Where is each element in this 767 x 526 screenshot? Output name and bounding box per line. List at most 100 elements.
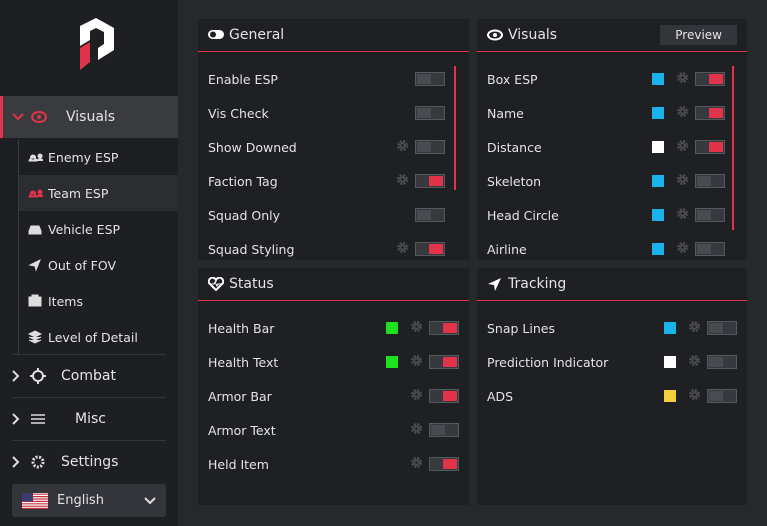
option-label: Health Bar [208,320,275,336]
toggle-thumb [417,74,431,84]
icon [28,153,43,162]
option-row: Snap Lines [477,311,737,345]
submenu-item[interactable]: Out of FOV [18,247,178,283]
panel: Visuals Preview Box ESP Name Distance Skeleto… [477,19,747,260]
chevron [144,496,156,504]
settings-gear[interactable] [676,71,689,87]
menu-visuals[interactable]: Visuals [0,96,178,138]
toggle[interactable] [707,321,737,335]
color-swatch[interactable] [664,390,676,402]
menu-label: Settings [61,454,119,470]
submenu-item[interactable]: Team ESP [18,175,178,211]
color-swatch[interactable] [652,175,664,187]
settings-gear[interactable] [396,241,409,257]
icon [12,413,45,425]
option-row: Armor Text [198,413,459,447]
color-swatch[interactable] [652,141,664,153]
toggle[interactable] [429,457,459,471]
option-label: Squad Styling [208,241,295,257]
color-swatch[interactable] [386,322,398,334]
toggle[interactable] [695,140,725,154]
icon [28,258,41,272]
settings-gear[interactable] [396,139,409,155]
settings-gear[interactable] [410,354,423,370]
gear-icon [411,389,422,400]
option-label: Held Item [208,456,269,472]
settings-gear[interactable] [410,456,423,472]
toggle[interactable] [707,355,737,369]
toggle[interactable] [415,174,445,188]
settings-gear[interactable] [410,388,423,404]
submenu-item[interactable]: Enemy ESP [18,139,178,175]
submenu-item[interactable]: Items [18,283,178,319]
toggle[interactable] [695,242,725,256]
color-swatch[interactable] [664,356,676,368]
settings-gear[interactable] [688,354,701,370]
menu-combat[interactable]: Combat [0,355,178,397]
toggle[interactable] [415,242,445,256]
gear-icon [689,321,700,332]
toggle-thumb [697,244,711,254]
toggle-thumb [697,176,711,186]
option-row: ADS [477,379,737,413]
option-label: ADS [487,388,514,404]
toggle[interactable] [707,389,737,403]
panel: General Enable ESP Vis Check Show Downed Fac… [198,19,469,260]
settings-gear[interactable] [396,173,409,189]
toggle[interactable] [415,72,445,86]
settings-gear[interactable] [410,320,423,336]
toggle[interactable] [415,140,445,154]
color-swatch[interactable] [652,73,664,85]
option-label: Name [487,105,524,121]
option-row: Distance [477,130,725,164]
settings-gear[interactable] [676,173,689,189]
toggle[interactable] [429,423,459,437]
toggle[interactable] [429,355,459,369]
option-row: Airline [477,232,725,260]
submenu-item[interactable]: Level of Detail [18,319,178,355]
submenu-label: Level of Detail [48,329,138,345]
panel-body: Enable ESP Vis Check Show Downed Faction Ta… [198,52,469,260]
gear-icon [411,423,422,434]
color-swatch[interactable] [652,107,664,119]
gear-icon [397,174,408,185]
toggle[interactable] [429,389,459,403]
menu-settings[interactable]: Settings [0,441,178,483]
toggle-thumb [429,176,443,186]
preview-button[interactable]: Preview [660,25,737,45]
menu-label: Misc [75,411,106,427]
toggle[interactable] [695,174,725,188]
toggle[interactable] [695,106,725,120]
option-label: Health Text [208,354,279,370]
toggle[interactable] [695,208,725,222]
color-swatch[interactable] [652,243,664,255]
settings-gear[interactable] [688,388,701,404]
settings-gear[interactable] [410,422,423,438]
color-swatch[interactable] [652,209,664,221]
option-row: Squad Only [198,198,445,232]
settings-gear[interactable] [676,241,689,257]
toggle[interactable] [695,72,725,86]
flag [22,492,48,509]
color-swatch[interactable] [664,322,676,334]
icon [12,455,45,469]
language-select[interactable]: English [12,484,166,517]
color-swatch[interactable] [386,356,398,368]
settings-gear[interactable] [676,207,689,223]
icon [28,189,43,198]
settings-gear[interactable] [676,139,689,155]
toggle[interactable] [429,321,459,335]
panel-body: Box ESP Name Distance Skeleton Head Circle Ai… [477,52,747,260]
option-row: Armor Bar [198,379,459,413]
panel-body: Snap Lines Prediction Indicator ADS [477,301,747,413]
gear-icon [677,140,688,151]
submenu-item[interactable]: Vehicle ESP [18,211,178,247]
settings-gear[interactable] [676,105,689,121]
logo [80,18,114,70]
settings-gear[interactable] [688,320,701,336]
menu-misc[interactable]: Misc [0,398,178,440]
toggle[interactable] [415,106,445,120]
toggle[interactable] [415,208,445,222]
option-label: Vis Check [208,105,269,121]
submenu-label: Enemy ESP [48,149,119,165]
